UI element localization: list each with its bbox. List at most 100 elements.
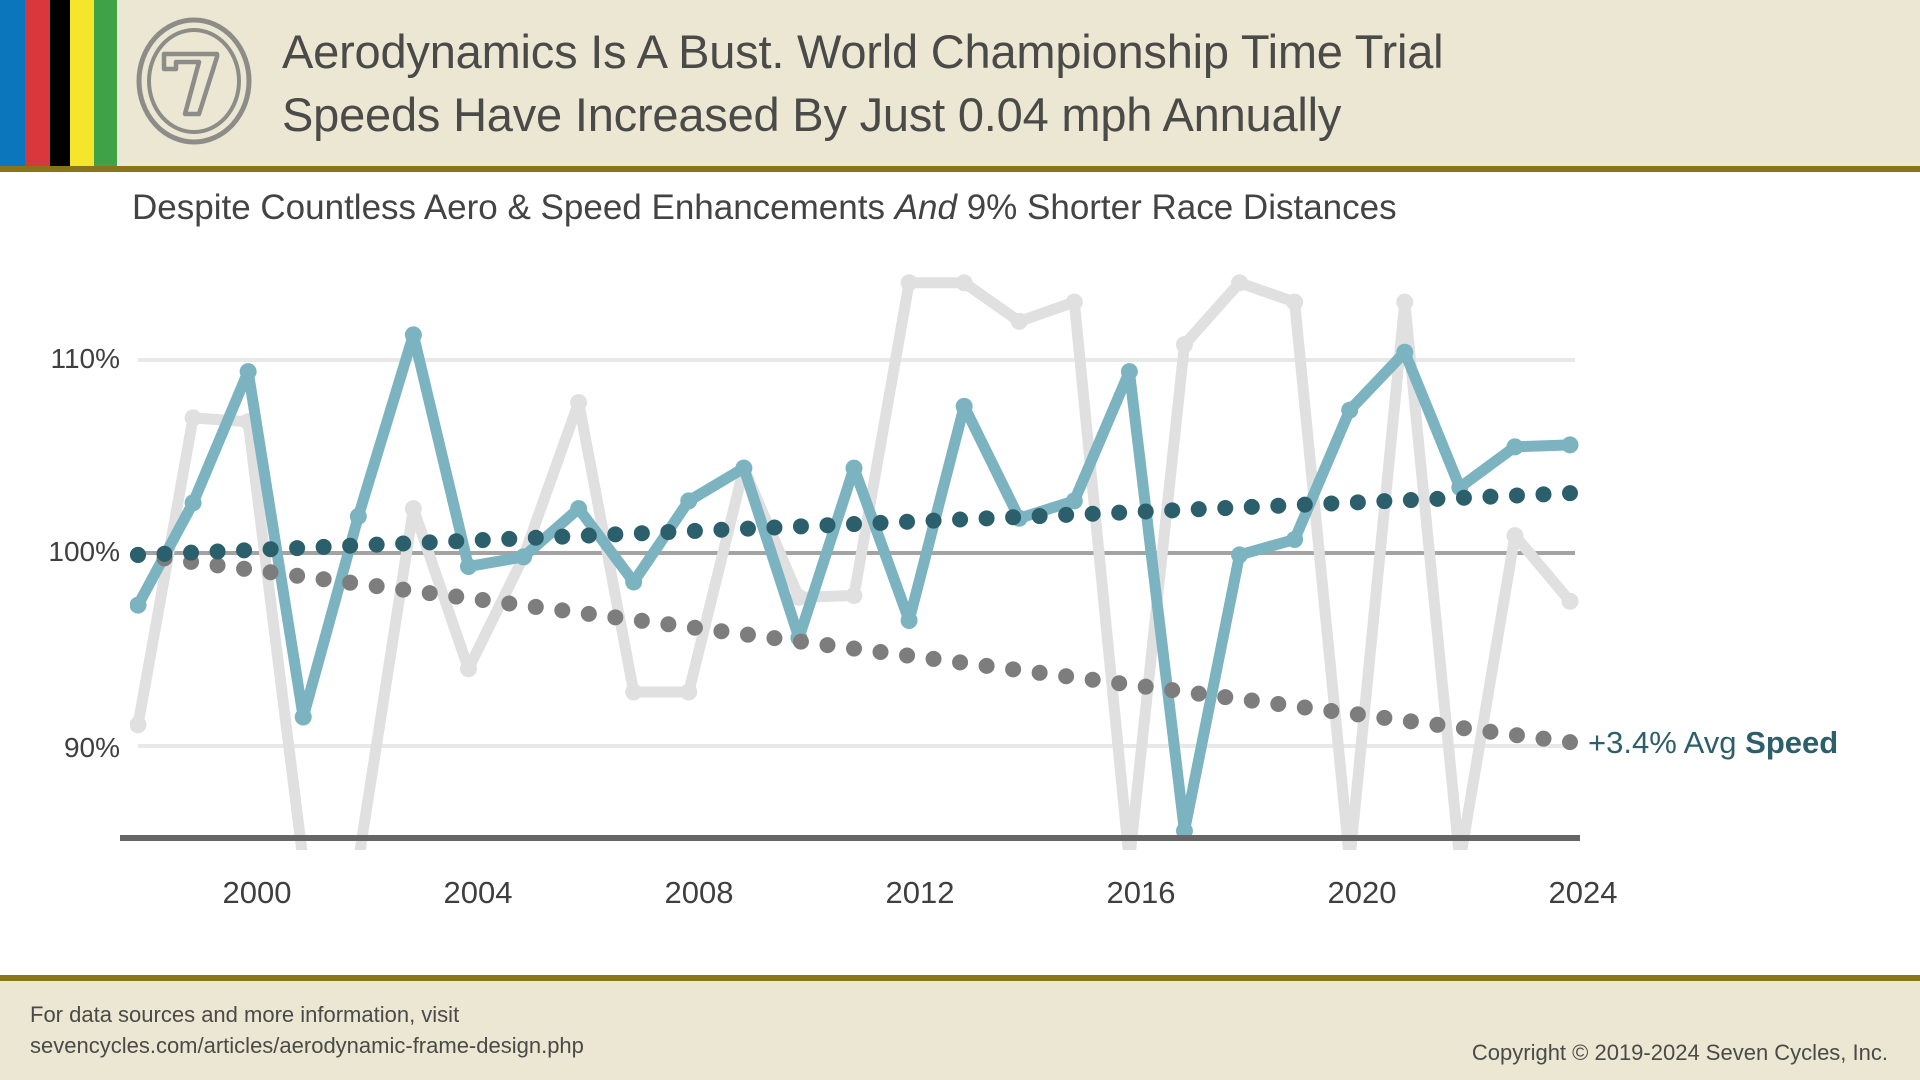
subtitle-part-1: Despite Countless Aero & Speed Enhanceme… — [132, 188, 895, 227]
trend-dot — [554, 528, 571, 545]
trend-dot — [368, 578, 385, 595]
data-point — [900, 612, 918, 630]
page-title: Aerodynamics Is A Bust. World Championsh… — [282, 20, 1882, 146]
annot-speed-value: +3.4% — [1588, 725, 1677, 760]
data-point — [1065, 492, 1083, 510]
trend-dot — [1535, 486, 1552, 503]
trend-dot — [289, 567, 306, 584]
title-line-1: Aerodynamics Is A Bust. World Championsh… — [282, 25, 1444, 78]
trend-dot — [1296, 699, 1313, 716]
trend-dot — [1349, 494, 1366, 511]
trend-dot — [1137, 503, 1154, 520]
trend-dot — [448, 588, 465, 605]
trend-dot — [368, 536, 385, 553]
trend-dot — [1243, 692, 1260, 709]
trend-dot — [342, 537, 359, 554]
stripe-blue — [0, 0, 26, 166]
data-point — [1231, 274, 1249, 292]
data-point — [184, 409, 202, 427]
data-point — [790, 588, 808, 606]
data-point — [1010, 312, 1028, 330]
data-point — [349, 507, 367, 525]
trend-dot — [1217, 689, 1234, 706]
trend-dot — [1455, 720, 1472, 737]
data-point — [1286, 530, 1304, 548]
trend-dot — [1217, 500, 1234, 517]
trend-dot — [607, 526, 624, 543]
data-point — [350, 853, 367, 870]
title-line-2: Speeds Have Increased By Just 0.04 mph A… — [282, 88, 1342, 141]
data-point — [1121, 853, 1138, 870]
data-point — [1120, 363, 1138, 381]
data-point — [735, 459, 753, 477]
trend-dot — [421, 585, 438, 602]
annot-speed-avg: Avg — [1676, 725, 1746, 760]
trend-dot — [872, 644, 889, 661]
trend-dot — [660, 616, 677, 633]
trend-dot — [209, 557, 226, 574]
data-point — [295, 853, 312, 870]
data-point — [570, 393, 588, 411]
x-tick-2024: 2024 — [1548, 875, 1618, 910]
trend-dot — [262, 564, 279, 581]
speed-trendline — [130, 485, 1578, 563]
trend-dot — [686, 619, 703, 636]
header-banner: Aerodynamics Is A Bust. World Championsh… — [0, 0, 1920, 172]
trend-dot — [1270, 497, 1287, 514]
trend-dot — [209, 543, 226, 560]
trend-dot — [527, 598, 544, 615]
subtitle-part-2: 9% Shorter Race Distances — [956, 188, 1397, 227]
y-tick-90: 90% — [63, 732, 120, 763]
trend-dot — [1535, 730, 1552, 747]
source-line-2[interactable]: sevencycles.com/articles/aerodynamic-fra… — [30, 1033, 584, 1058]
trend-dot — [1058, 668, 1075, 685]
trend-dot — [952, 654, 969, 671]
trend-dot — [1376, 709, 1393, 726]
trend-dot — [474, 591, 491, 608]
stripe-red — [25, 0, 51, 166]
trend-dot — [846, 640, 862, 657]
trend-dot — [1190, 501, 1207, 518]
trend-dot — [1084, 671, 1101, 688]
trend-dot — [1164, 682, 1181, 699]
data-point — [404, 500, 422, 518]
trend-dot — [395, 581, 412, 598]
trend-dot — [607, 609, 624, 626]
data-point — [294, 708, 312, 726]
trend-dot — [846, 516, 862, 533]
trend-dot — [130, 546, 146, 563]
data-point — [459, 558, 477, 576]
trend-dot — [501, 530, 518, 547]
trend-dot — [580, 527, 597, 544]
data-point — [1231, 546, 1249, 564]
trend-dot — [1429, 716, 1446, 733]
trend-dot — [1005, 509, 1022, 526]
x-tick-2000: 2000 — [222, 875, 292, 910]
trend-dot — [899, 513, 916, 530]
y-tick-110: 110% — [50, 343, 120, 374]
x-tick-2016: 2016 — [1106, 875, 1176, 910]
trend-dot — [1376, 493, 1393, 510]
data-point — [1341, 401, 1359, 419]
data-point — [184, 494, 202, 512]
subtitle-emphasis: And — [894, 188, 957, 227]
trend-dot — [1323, 702, 1340, 719]
data-point — [955, 274, 973, 292]
trend-dot — [315, 538, 332, 555]
trend-dot — [633, 525, 650, 542]
trend-dot — [448, 533, 465, 550]
trend-dot — [1243, 498, 1260, 515]
trend-dot — [1031, 508, 1048, 525]
x-tick-2020: 2020 — [1327, 875, 1397, 910]
trend-dot — [342, 574, 359, 591]
trend-dot — [236, 542, 253, 559]
trend-dot — [819, 517, 836, 534]
data-point — [1286, 293, 1304, 311]
data-point — [570, 500, 588, 518]
trend-dot — [1349, 706, 1366, 723]
trend-dot — [952, 511, 969, 528]
trend-dot — [978, 510, 995, 527]
trend-dot — [580, 605, 597, 622]
x-tick-2004: 2004 — [443, 875, 513, 910]
data-point — [955, 397, 973, 415]
